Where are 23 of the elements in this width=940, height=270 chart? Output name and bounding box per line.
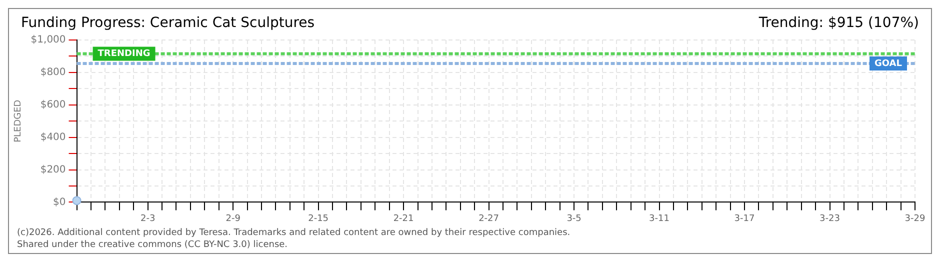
x-tick-label: 3-5 xyxy=(566,214,582,224)
text: (c)2026. Additional content provided by Teresa. Trademarks and related content are owned by their respective companies. xyxy=(17,227,572,239)
x-tick-label: 2-21 xyxy=(393,214,414,224)
y-tick-label: $0 xyxy=(53,196,66,208)
x-tick-label: 2-9 xyxy=(226,214,241,224)
ref-line-label: TRENDING xyxy=(98,49,150,60)
x-tick-label: 2-27 xyxy=(478,214,500,224)
x-tick-label: 3-17 xyxy=(734,214,755,224)
x-tick-label: 3-11 xyxy=(649,214,670,224)
y-tick-label: $1,000 xyxy=(30,34,66,46)
y-tick-label: $600 xyxy=(40,99,66,110)
y-tick-label: $400 xyxy=(40,132,66,143)
x-tick-label: 3-29 xyxy=(904,214,926,224)
x-tick-label: 2-3 xyxy=(140,214,156,224)
y-tick-label: $200 xyxy=(40,164,66,176)
x-tick-label: 3-23 xyxy=(820,214,840,224)
text: Shared under the creative commons (CC BY-NC 3.0) license. xyxy=(17,239,289,251)
y-tick-label: $800 xyxy=(40,67,66,78)
chart-subtitle: Trending: $915 (107%) xyxy=(758,15,919,31)
ref-line-label: GOAL xyxy=(874,58,902,69)
y-axis-title: PLEDGED xyxy=(14,100,24,142)
x-tick-label: 2-15 xyxy=(308,214,329,224)
chart-title: Funding Progress: Ceramic Cat Sculptures xyxy=(21,15,315,31)
